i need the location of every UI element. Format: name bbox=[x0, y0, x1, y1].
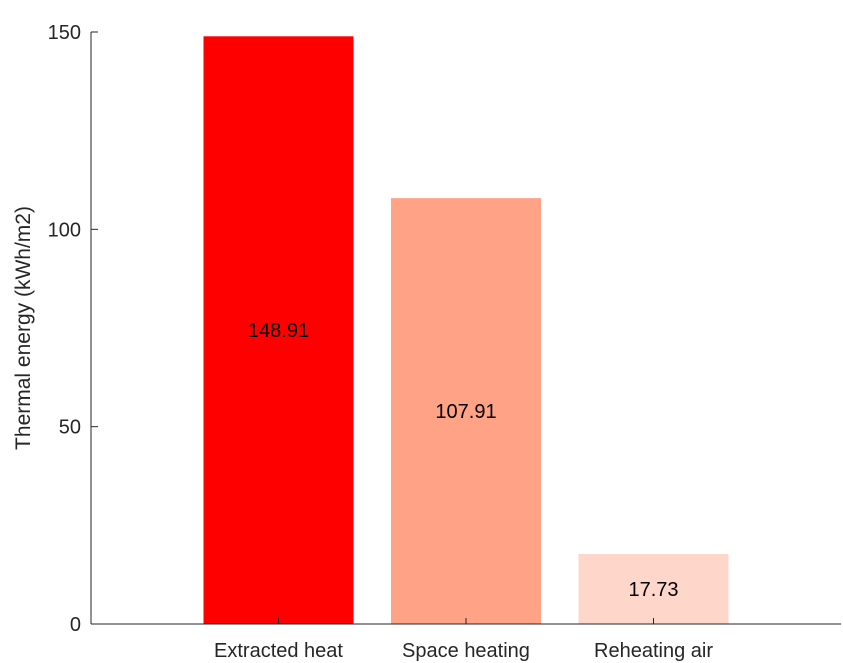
y-tick-label: 150 bbox=[48, 22, 81, 44]
data-label-reheating-air: 17.73 bbox=[628, 579, 678, 601]
data-labels-layer: 148.91 107.91 17.73 bbox=[248, 320, 679, 601]
y-tick-label: 100 bbox=[48, 219, 81, 241]
x-tick-label: Extracted heat bbox=[214, 640, 343, 662]
x-tick-label: Reheating air bbox=[594, 640, 713, 662]
y-tick-label: 0 bbox=[70, 614, 81, 636]
data-label-space-heating: 107.91 bbox=[435, 401, 496, 423]
bar-reheating-air bbox=[578, 554, 729, 624]
x-ticks-layer: Extracted heat Space heating Reheating air bbox=[214, 618, 713, 662]
bar-space-heating bbox=[391, 198, 541, 624]
x-tick-label: Space heating bbox=[402, 640, 530, 662]
y-ticks-layer: 0 50 100 150 bbox=[48, 22, 98, 636]
bar-extracted-heat bbox=[203, 36, 354, 625]
data-label-extracted-heat: 148.91 bbox=[248, 320, 309, 342]
y-tick-label: 50 bbox=[59, 417, 81, 439]
bars-layer bbox=[203, 36, 729, 625]
y-axis-title: Thermal energy (kWh/m2) bbox=[12, 206, 35, 450]
